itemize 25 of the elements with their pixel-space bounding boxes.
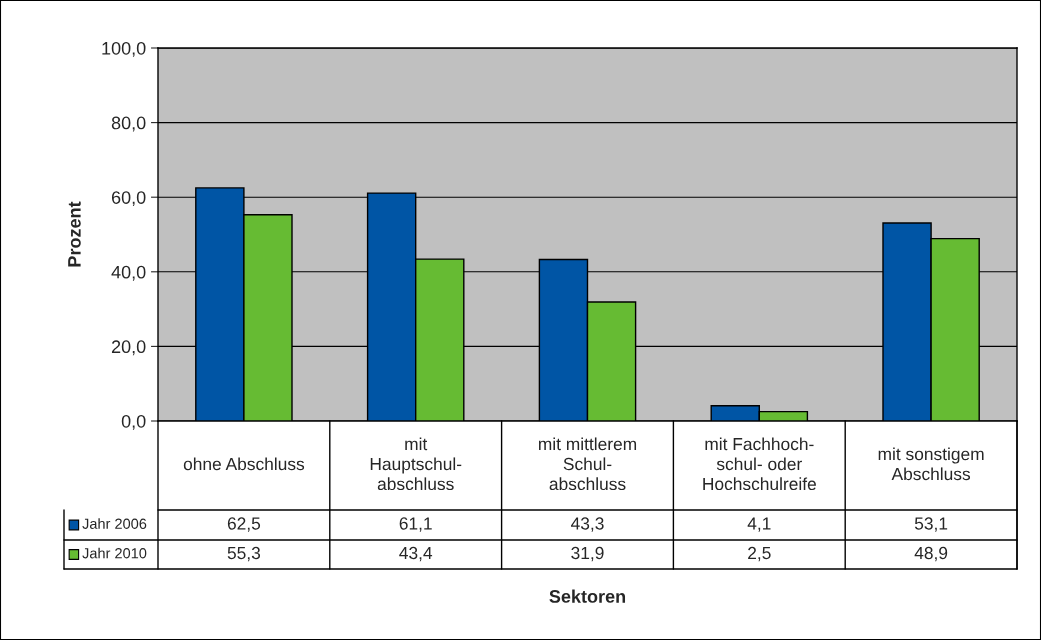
data-label: 48,9 (914, 546, 948, 562)
legend-label: Jahr 2010 (82, 547, 147, 559)
data-label: 2,5 (748, 546, 771, 562)
x-tick-label: mit sonstigem Abschluss (878, 447, 984, 481)
legend-label: Jahr 2006 (82, 518, 147, 529)
data-label: 31,9 (571, 546, 604, 562)
data-label: 43,3 (571, 517, 604, 532)
y-tick-label: 80,0 (111, 116, 146, 132)
x-tick-label: mit Hauptschul- abschluss (370, 437, 462, 491)
data-label: 62,5 (227, 517, 261, 532)
data-label: 4,1 (747, 517, 771, 532)
x-tick-label: ohne Abschluss (183, 457, 305, 471)
data-label: 43,4 (399, 546, 433, 562)
y-axis-title: Prozent (68, 201, 81, 267)
y-tick-label: 20,0 (111, 340, 146, 356)
text: Sektoren (549, 589, 626, 603)
data-label: 53,1 (914, 517, 948, 532)
data-label: 61,1 (399, 517, 432, 532)
data-label: 55,3 (227, 546, 261, 562)
y-tick-label: 40,0 (111, 265, 146, 281)
x-tick-label: mit Fachhoch- schul- oder Hochschulreife (703, 437, 816, 491)
y-tick-label: 0,0 (121, 414, 146, 430)
x-tick-label: mit mittlerem Schul- abschluss (538, 437, 637, 491)
y-tick-label: 100,0 (102, 41, 146, 57)
y-tick-label: 60,0 (111, 191, 146, 207)
